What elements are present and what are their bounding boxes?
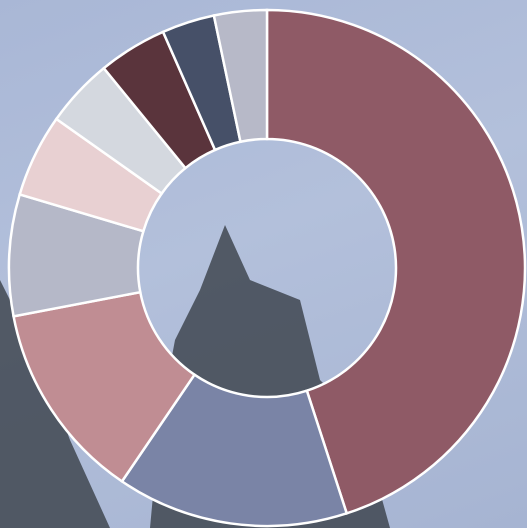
slice bbox=[212, 8, 269, 144]
slice bbox=[120, 372, 349, 528]
slice bbox=[265, 8, 527, 515]
slice bbox=[12, 290, 197, 484]
